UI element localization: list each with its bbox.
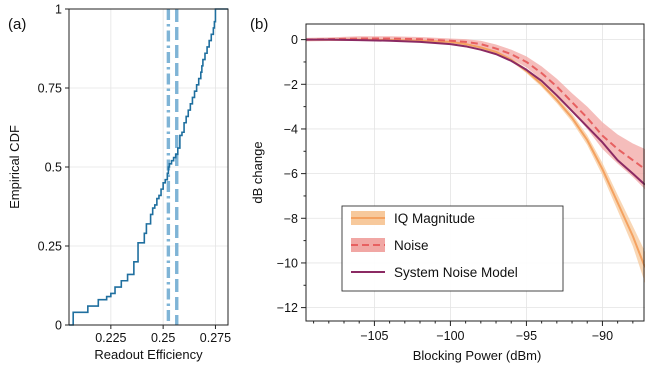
panel-b-x-ticks: −105 −100 −95 −90 [313,321,634,343]
cdf-step-line [69,8,228,326]
x-tick-label: −105 [360,329,388,343]
system-noise-model-line [306,38,645,186]
x-tick-label: −100 [436,329,464,343]
y-tick-label: 0.25 [38,240,62,254]
y-tick-label: 1 [55,3,62,17]
panel-b-label: (b) [250,16,268,33]
legend-label-noise: Noise [394,238,429,253]
y-tick-label: −4 [284,122,298,136]
y-tick-label: −2 [284,78,298,92]
noise-line [305,37,645,170]
y-tick-label: −6 [284,167,298,181]
x-tick-label: 0.25 [151,331,175,345]
panel-a-chart: (a) 0.225 0.25 0.275 0 0.25 0.5 0.75 1 Readout… [7,3,231,363]
panel-a-y-axis-label: Empirical CDF [7,125,22,209]
y-tick-label: −12 [277,301,298,315]
y-tick-label: −10 [277,256,298,270]
panel-a-grid [69,8,228,326]
y-tick-label: 0.75 [38,82,62,96]
panel-b-plot-frame [305,23,645,322]
y-tick-label: 0 [291,33,298,47]
x-tick-label: −95 [516,329,537,343]
panel-b-y-ticks: 0 −2 −4 −6 −8 −10 −12 [277,33,306,315]
y-tick-label: −8 [284,212,298,226]
y-tick-label: 0 [55,319,62,333]
panel-b-chart: (b) −105 −100 −95 −90 0 −2 −4 −6 −8 −10 −12 Block… [250,16,645,363]
legend-label-system-noise-model: System Noise Model [394,265,518,280]
panel-a-y-ticks: 0 0.25 0.5 0.75 1 [38,3,69,333]
x-tick-label: 0.225 [95,331,126,345]
panel-b-confidence-bands [306,36,645,284]
panel-b-y-axis-label: dB change [250,141,265,203]
legend-label-iq-magnitude: IQ Magnitude [394,211,475,226]
y-tick-label: 0.5 [45,161,62,175]
noise-band [306,36,645,190]
panel-a-x-axis-label: Readout Efficiency [94,347,203,362]
x-tick-label: 0.275 [200,331,231,345]
panel-a-plot-frame [68,8,229,326]
panel-b-x-axis-label: Blocking Power (dBm) [413,348,542,363]
panel-a-x-ticks: 0.225 0.25 0.275 [95,325,231,345]
panel-b-legend: IQ Magnitude Noise System Noise Model [341,205,564,292]
panel-a-series [69,8,228,326]
x-tick-label: −90 [592,329,613,343]
panel-b-series [305,37,645,268]
panel-a-label: (a) [8,16,26,33]
